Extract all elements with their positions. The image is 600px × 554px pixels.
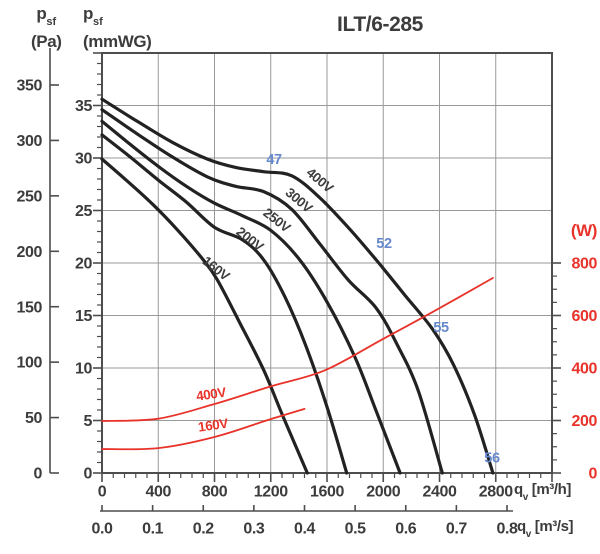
power-curve-label-400v: 400V [195,385,227,404]
pressure-curve-250v [100,119,402,475]
flow-h-tick-label: 2800 [479,484,513,501]
flow-h-symbol: q [514,481,523,498]
mmwg-axis-unit: (mmWG) [83,32,152,52]
mmwg-axis-symbol: p [83,4,93,23]
pa-tick-label: 150 [17,299,43,316]
pressure-curve-label-200v: 200V [233,224,266,254]
sound-level-label: 56 [484,450,500,466]
flow-s-tick-label: 0.7 [446,521,468,538]
pressure-curve-160v [100,157,309,475]
flow-h-tick-label: 0 [98,484,107,501]
page-title: ILT/6-285 [337,13,423,36]
mmwg-tick-label: 20 [75,256,92,273]
power-curve-400v [101,277,494,422]
pa-axis-header: psf (Pa) [31,3,62,52]
watts-tick-label: 600 [572,308,598,325]
flow-s-axis-unit: qv [m³/s] [517,518,574,540]
pressure-curve-200v [100,133,349,475]
watts-tick-label: 800 [572,256,598,273]
pa-tick-label: 50 [25,410,42,427]
pa-tick-label: 0 [34,466,43,483]
watts-tick-label: 400 [572,361,598,378]
flow-h-tick-label: 1200 [254,484,288,501]
flow-h-tick-label: 400 [146,484,172,501]
flow-s-tick-label: 0.4 [294,521,316,538]
mmwg-tick-label: 0 [84,466,93,483]
mmwg-tick-label: 5 [84,413,93,430]
mmwg-tick-label: 25 [75,203,92,220]
pressure-curve-300v [100,108,444,475]
flow-h-axis-unit: qv [m³/h] [514,481,572,503]
pressure-curve-label-400v: 400V [304,165,337,196]
flow-h-tick-label: 1600 [310,484,344,501]
pa-axis-symbol: p [36,4,47,23]
pressure-curve-400v [100,97,495,475]
mmwg-tick-label: 10 [75,361,92,378]
flow-s-tick-label: 0.5 [345,521,367,538]
mmwg-tick-label: 35 [75,98,92,115]
watts-axis-header: (W) [570,221,598,240]
mmwg-axis-header: psf (mmWG) [83,3,152,52]
power-curve-label-160v: 160V [197,416,229,435]
flow-s-sub: v [525,529,532,540]
flow-s-symbol: q [517,518,526,535]
watts-tick-label: 0 [589,466,598,483]
mmwg-tick-label: 30 [75,151,92,168]
pa-axis-unit: (Pa) [31,32,62,52]
power-curve-160v [101,408,306,451]
flow-h-sub: v [522,492,529,503]
grid-lines [102,53,552,473]
mmwg-tick-label: 15 [75,308,92,325]
flow-s-tick-label: 0.0 [91,521,113,538]
flow-s-tick-label: 0.1 [142,521,164,538]
pressure-curve-label-250v: 250V [260,205,293,235]
flow-h-tick-label: 2400 [423,484,457,501]
watts-tick-label: 200 [572,413,598,430]
sound-level-label: 55 [433,320,449,336]
pa-tick-label: 300 [17,133,43,150]
flow-s-tick-label: 0.6 [395,521,417,538]
sound-level-label: 47 [266,152,282,168]
pa-axis-sub: sf [46,16,57,29]
flow-s-tick-label: 0.3 [243,521,265,538]
sound-level-label: 52 [376,236,392,252]
flow-h-tick-label: 800 [202,484,228,501]
pa-tick-label: 100 [17,355,43,372]
mmwg-axis-sub: sf [92,16,103,29]
flow-h-unit-text: [m³/h] [531,481,572,498]
pa-tick-label: 250 [17,188,43,205]
pa-tick-label: 350 [17,78,43,95]
flow-h-tick-label: 2000 [366,484,400,501]
pa-tick-label: 200 [17,244,43,261]
flow-s-tick-label: 0.2 [193,521,215,538]
flow-s-unit-text: [m³/s] [534,518,574,535]
flow-s-tick-label: 0.8 [496,521,518,538]
